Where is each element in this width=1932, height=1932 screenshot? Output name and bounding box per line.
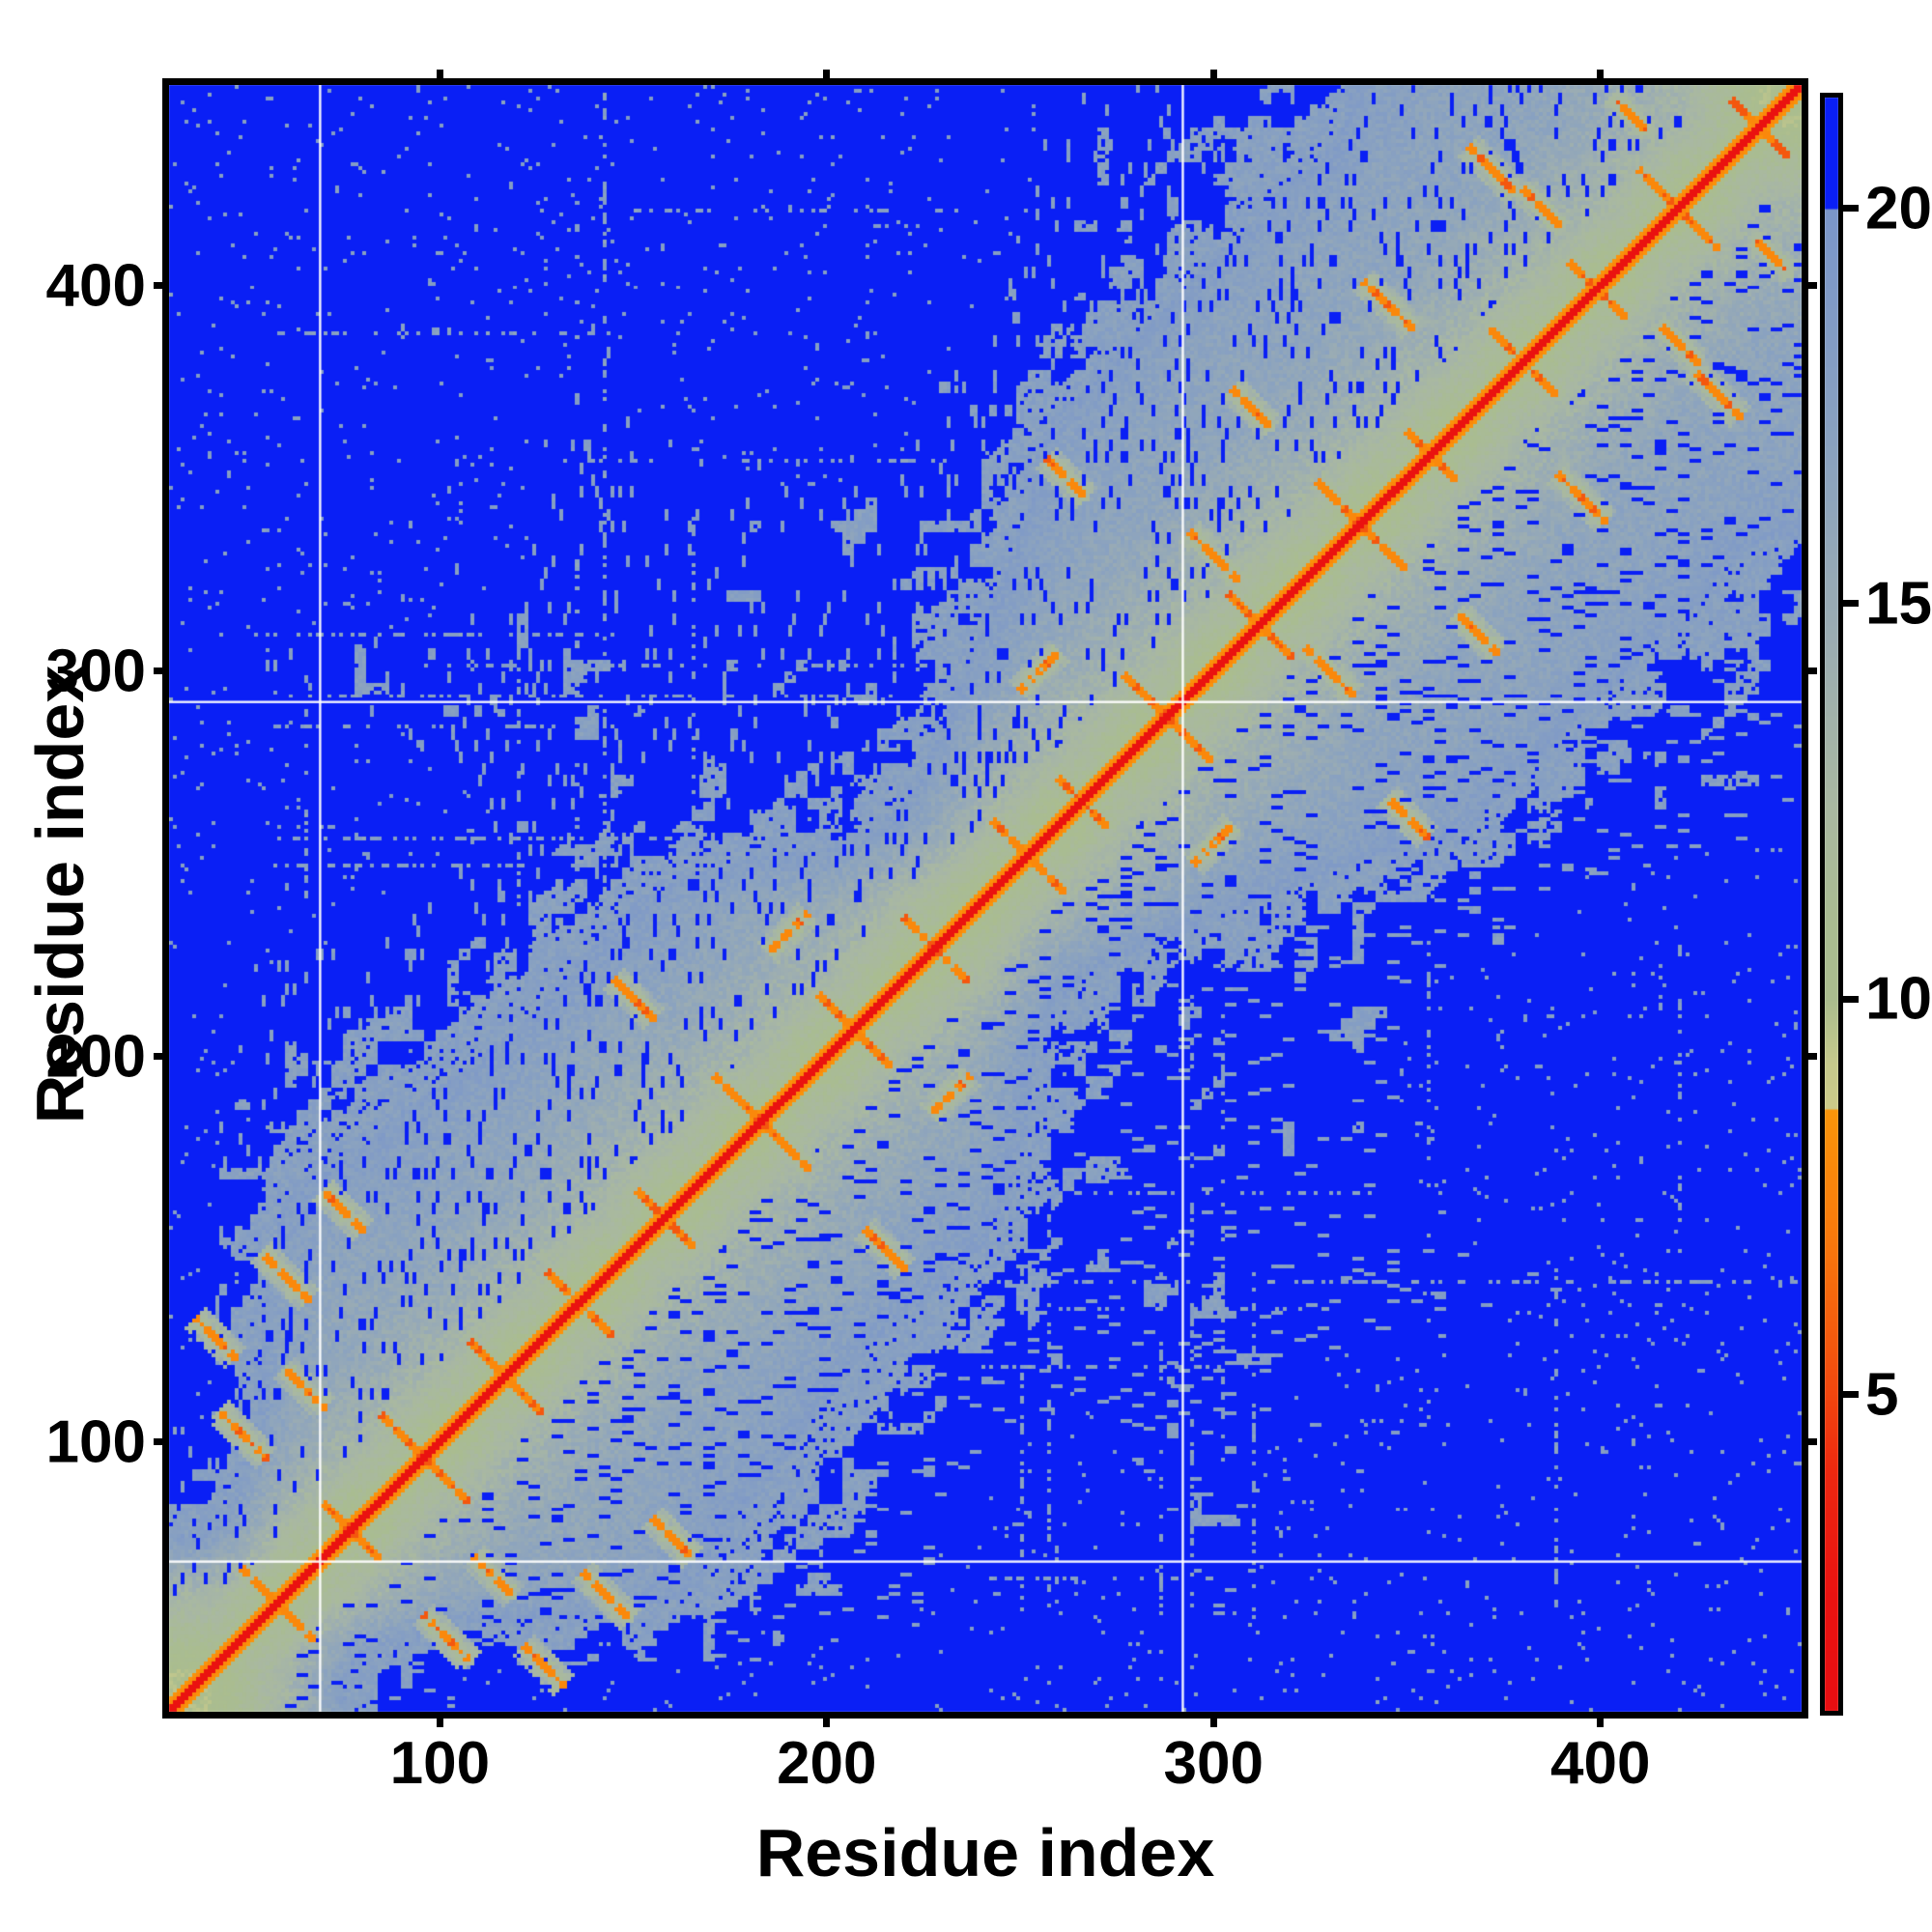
colorbar-tick-15 <box>1843 600 1859 608</box>
x-tick-top-100 <box>436 70 443 85</box>
x-tick-100 <box>436 1712 443 1727</box>
y-tick-right-400 <box>1802 282 1817 289</box>
x-tick-200 <box>823 1712 831 1727</box>
colorbar-tick-20 <box>1843 205 1859 213</box>
y-tick-100 <box>154 1438 169 1446</box>
colorbar-tick-10 <box>1843 995 1859 1003</box>
x-axis-title: Residue index <box>755 1815 1215 1890</box>
y-tick-label-100: 100 <box>45 1408 146 1476</box>
colorbar-tick-5 <box>1843 1391 1859 1399</box>
x-tick-300 <box>1209 1712 1217 1727</box>
colorbar-tick-label-15: 15 <box>1865 570 1932 638</box>
y-axis-title: Residue index <box>22 665 98 1124</box>
y-tick-label-300: 300 <box>45 638 146 705</box>
x-tick-label-100: 100 <box>389 1730 491 1797</box>
x-tick-top-300 <box>1209 70 1217 85</box>
colorbar-tick-label-20: 20 <box>1865 175 1932 242</box>
y-tick-right-300 <box>1802 668 1817 675</box>
colorbar-tick-label-10: 10 <box>1865 965 1932 1033</box>
y-tick-300 <box>154 668 169 675</box>
x-tick-top-200 <box>823 70 831 85</box>
y-tick-right-200 <box>1802 1053 1817 1061</box>
y-tick-right-100 <box>1802 1438 1817 1446</box>
x-tick-400 <box>1597 1712 1605 1727</box>
y-tick-400 <box>154 282 169 289</box>
colorbar-tick-label-5: 5 <box>1865 1361 1899 1429</box>
x-tick-label-400: 400 <box>1550 1730 1651 1797</box>
x-tick-label-200: 200 <box>777 1730 877 1797</box>
x-tick-label-300: 300 <box>1163 1730 1264 1797</box>
y-tick-200 <box>154 1053 169 1061</box>
y-tick-label-400: 400 <box>45 252 146 319</box>
x-tick-top-400 <box>1597 70 1605 85</box>
y-tick-label-200: 200 <box>45 1023 146 1091</box>
